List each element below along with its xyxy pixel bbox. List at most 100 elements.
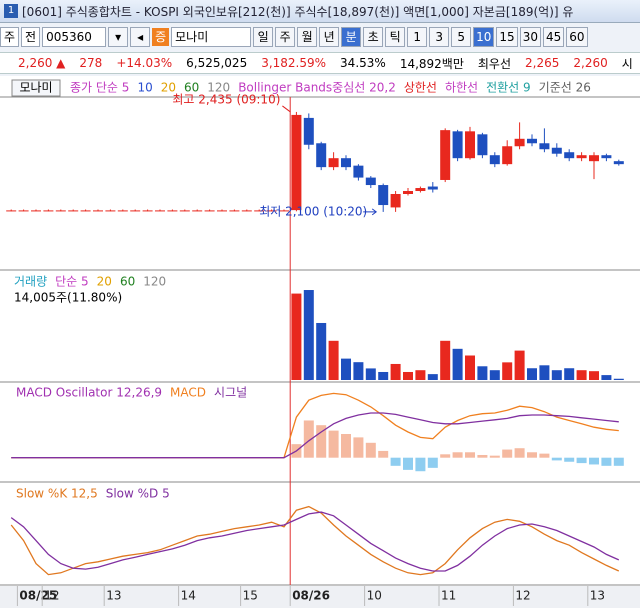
volume-bar <box>316 322 327 380</box>
legend-label: 전환선 9 <box>486 81 531 95</box>
period-button[interactable]: 30 <box>519 27 541 47</box>
annotation: 최저 2,100 (10:20) <box>259 204 367 218</box>
candle-body <box>291 114 302 211</box>
stochastic-line <box>10 511 620 572</box>
candle-body <box>279 210 289 212</box>
legend-label: 단순 5 <box>55 275 89 289</box>
candle-body <box>403 191 413 194</box>
oscillator-bar <box>440 454 451 458</box>
quote-field: 시 <box>621 56 633 71</box>
volume-bar <box>341 358 351 380</box>
candle-body <box>93 210 103 212</box>
quote-field: +14.03% <box>116 56 173 70</box>
period-button[interactable]: 1 <box>407 27 428 47</box>
period-button[interactable]: 일 <box>253 27 274 47</box>
legend-label: Slow %D 5 <box>106 487 170 501</box>
candle-body <box>192 210 203 212</box>
volume-bar <box>601 375 612 380</box>
volume-bar <box>291 293 302 380</box>
oscillator-bar <box>365 442 376 458</box>
candle-body <box>130 210 141 212</box>
quote-field: 2,260 <box>573 56 608 70</box>
period-button[interactable]: 3 <box>429 27 450 47</box>
candle-body <box>117 210 128 212</box>
candle-body <box>266 210 277 212</box>
candle-body <box>440 130 451 180</box>
oscillator-bar <box>427 457 438 468</box>
legend-label: MACD Oscillator 12,26,9 <box>16 386 162 400</box>
period-button[interactable]: 초 <box>363 27 384 47</box>
period-button[interactable]: 5 <box>451 27 472 47</box>
candle-body <box>390 193 401 208</box>
volume-bar <box>502 362 513 380</box>
candle-body <box>155 210 165 212</box>
oscillator-bar <box>502 449 513 458</box>
oscillator-bar <box>341 434 351 458</box>
candle-body <box>142 210 153 212</box>
legend-label: 상한선 <box>404 81 437 95</box>
volume-bar <box>564 368 575 380</box>
legend-label: Bollinger Bands중심선 20,2 <box>238 81 396 95</box>
candle-body <box>551 147 562 154</box>
volume-bar <box>390 363 401 380</box>
candle-body <box>564 152 575 159</box>
market-select[interactable]: 주 <box>0 27 20 47</box>
volume-bar <box>539 365 550 380</box>
candle-body <box>539 143 550 150</box>
legend-label: 기준선 26 <box>539 81 591 95</box>
candle-body <box>254 210 265 212</box>
annotation-arrow <box>363 208 378 216</box>
quote-field: 2,260 ▲ <box>18 56 66 70</box>
candle-body <box>527 138 537 144</box>
x-tick-label: 08/25 <box>19 589 57 603</box>
period-button[interactable]: 월 <box>297 27 318 47</box>
chart-tab[interactable] <box>11 79 61 97</box>
legend-label: 종가 단순 5 <box>70 81 129 95</box>
volume-bar <box>427 374 438 380</box>
toolbar: 주 전 005360 ▾ ◂ 증 모나미 일 주 월 년 분 초 틱 1 3 5 10 15 30 45 6… <box>0 24 640 50</box>
period-button[interactable]: 주 <box>275 27 296 47</box>
volume-bar <box>403 371 413 380</box>
oscillator-bar <box>539 453 550 458</box>
oscillator-bar <box>353 437 364 458</box>
oscillator-bar <box>589 457 599 465</box>
period-button[interactable]: 10 <box>473 27 495 47</box>
window-title: [0601] 주식종합차트 - KOSPI 외국인보유[212(천)] 주식수[… <box>22 4 574 19</box>
period-button[interactable]: 틱 <box>385 27 406 47</box>
name-input[interactable]: 모나미 <box>171 27 252 47</box>
candle-body <box>378 185 389 206</box>
candle-body <box>167 210 178 212</box>
volume-bar <box>551 370 562 380</box>
quote-field: 6,525,025 <box>186 56 248 70</box>
legend-label: 10 <box>137 81 152 95</box>
code-input[interactable]: 005360 <box>42 27 107 47</box>
period-button[interactable]: 15 <box>496 27 518 47</box>
candle-body <box>477 134 488 156</box>
macd-line <box>11 412 619 459</box>
candle-body <box>6 210 17 212</box>
volume-bar <box>353 362 364 380</box>
candle-body <box>204 210 215 212</box>
x-axis-background <box>0 586 640 608</box>
period-button[interactable]: 45 <box>542 27 565 47</box>
candle-body <box>217 210 227 212</box>
oscillator-bar <box>477 454 488 458</box>
prefix-button[interactable]: 전 <box>21 27 41 47</box>
oscillator-bar <box>514 448 525 458</box>
oscillator-bar <box>328 430 339 458</box>
candle-body <box>589 155 599 162</box>
oscillator-bar <box>303 420 314 458</box>
candle-body <box>576 155 587 159</box>
period-button[interactable]: 분 <box>341 27 362 47</box>
volume-bar <box>303 290 314 380</box>
x-tick-label: 13 <box>106 589 121 603</box>
legend-label: MACD <box>170 386 206 400</box>
period-button[interactable]: 년 <box>319 27 340 47</box>
period-button[interactable]: 60 <box>566 27 588 47</box>
candle-body <box>353 165 364 178</box>
candle-body <box>229 210 240 212</box>
search-button[interactable]: ▾ <box>108 27 129 47</box>
x-tick-label: 12 <box>515 589 530 603</box>
sound-button[interactable]: ◂ <box>130 27 151 47</box>
oscillator-bar <box>316 425 327 458</box>
